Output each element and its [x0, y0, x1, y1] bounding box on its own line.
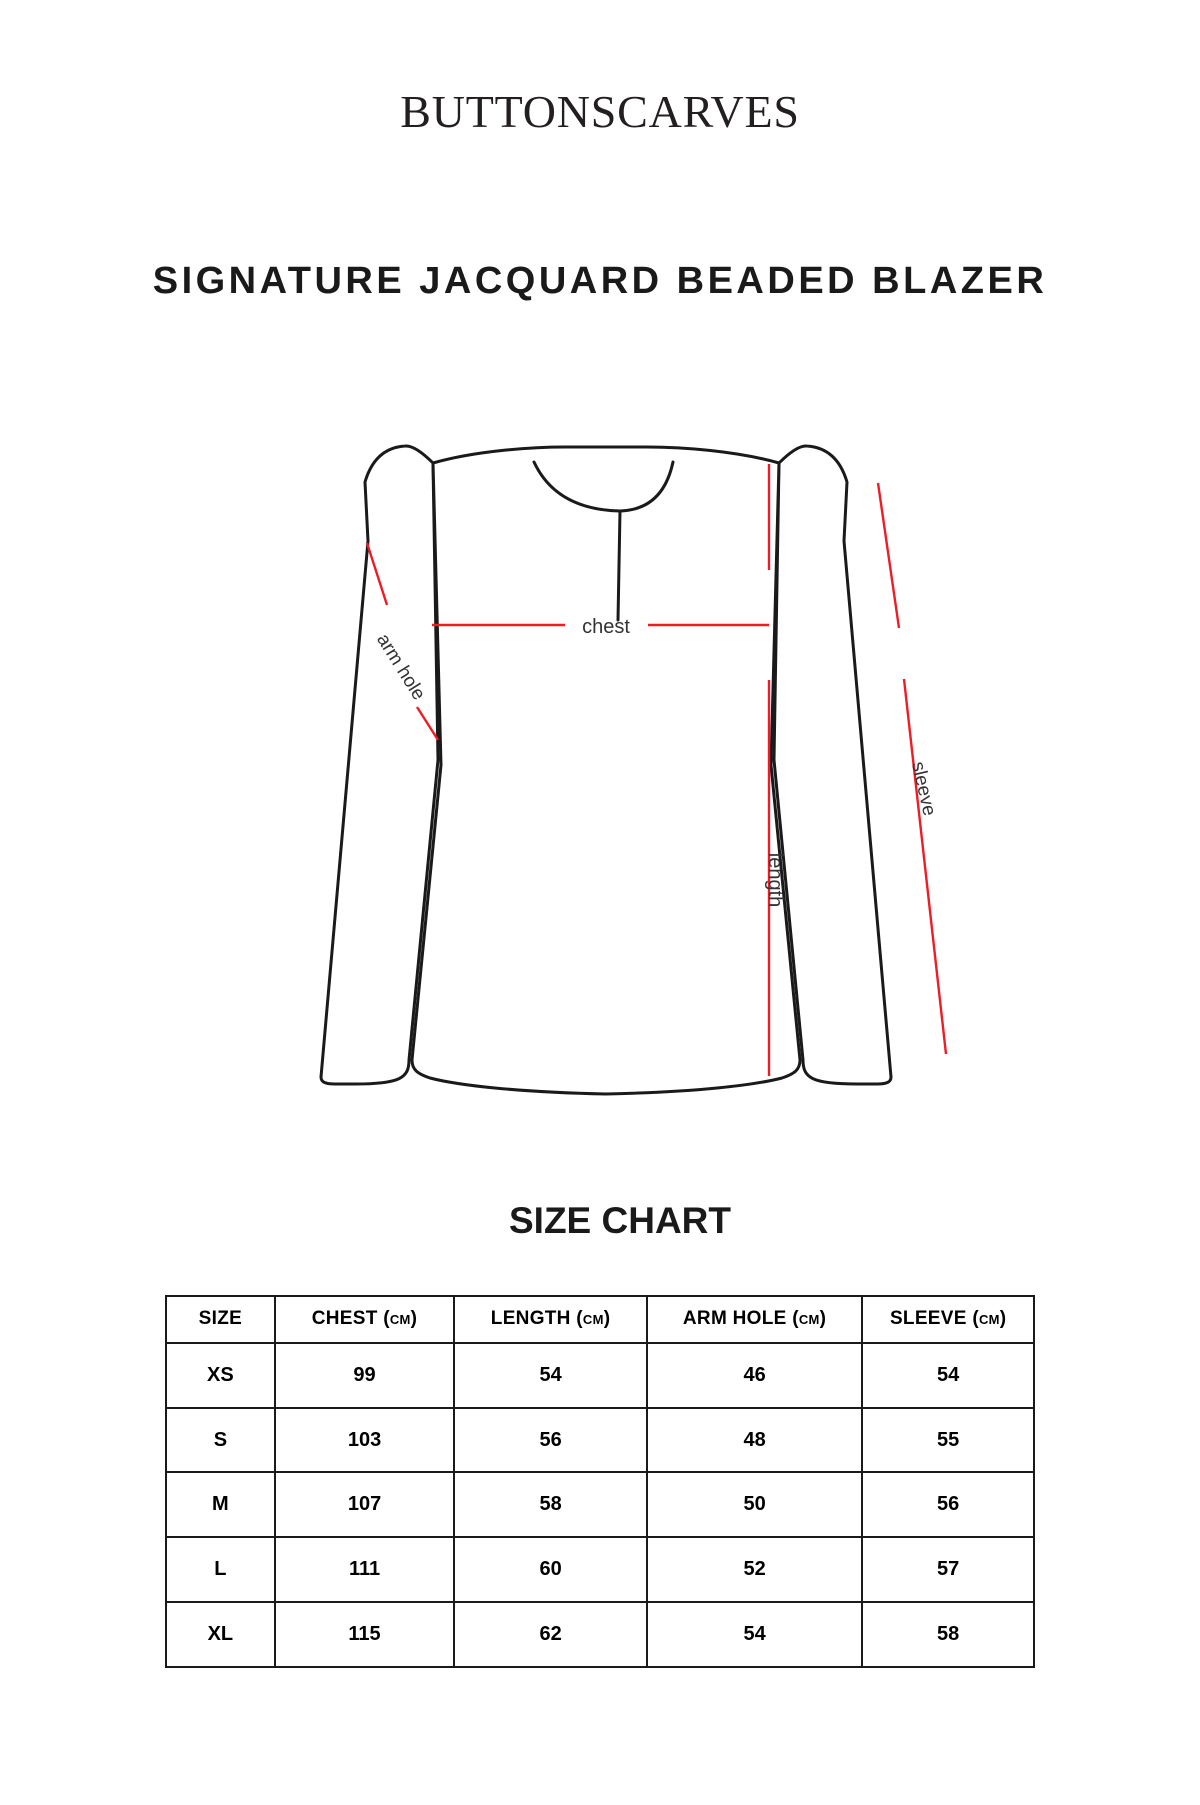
svg-text:chest: chest: [582, 616, 630, 638]
svg-text:sleeve: sleeve: [907, 760, 940, 818]
svg-text:length: length: [764, 853, 786, 908]
